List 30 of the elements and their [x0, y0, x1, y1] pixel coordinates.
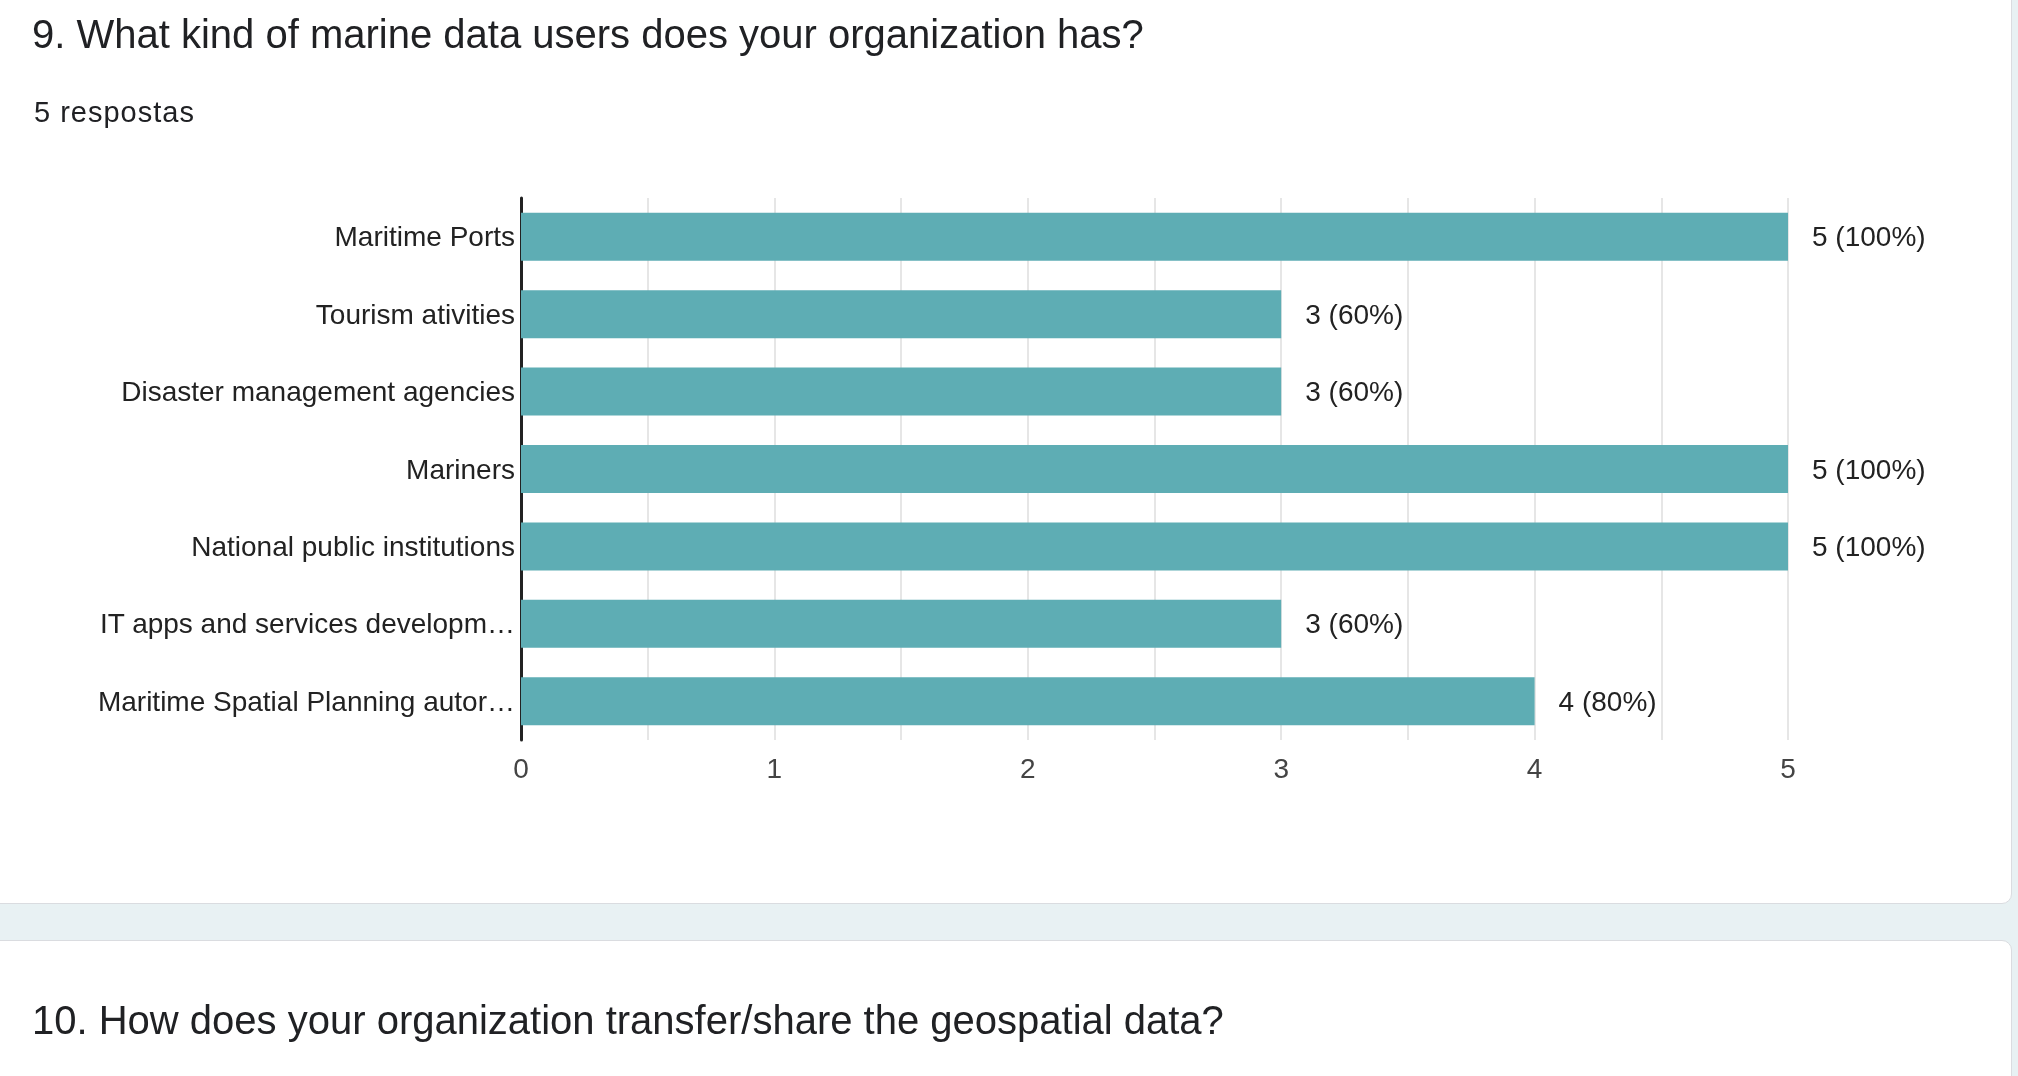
- text: 10. How does your organization transfer/share the geospatial data?: [32, 998, 1224, 1043]
- y-tick-label: Maritime Spatial Planning autor…: [97, 685, 515, 717]
- x-tick-label: 3: [1273, 752, 1289, 784]
- bar: [521, 367, 1282, 416]
- chart-title: 9. What kind of marine data users does your organization has?: [32, 12, 1144, 57]
- y-tick-label: Tourism ativities: [315, 298, 515, 330]
- data-label: 3 (60%): [1305, 376, 1404, 408]
- data-label: 5 (100%): [1812, 221, 1926, 253]
- x-tick-label: 2: [1020, 752, 1036, 784]
- data-label: 3 (60%): [1305, 608, 1404, 640]
- bar: [521, 445, 1788, 493]
- x-tick-label: 4: [1526, 752, 1543, 784]
- bar: [521, 599, 1282, 648]
- y-tick-label: Maritime Ports: [334, 221, 515, 253]
- bar: [521, 212, 1788, 261]
- x-tick-label: 0: [513, 752, 529, 784]
- bar: [521, 290, 1282, 339]
- y-tick-label: National public institutions: [191, 530, 515, 562]
- y-tick-label: Disaster management agencies: [121, 376, 515, 408]
- data-label: 5 (100%): [1812, 530, 1926, 562]
- data-label: 3 (60%): [1305, 298, 1404, 330]
- x-tick-label: 1: [766, 752, 783, 784]
- text: 5 respostas: [34, 96, 195, 129]
- data-label: 4 (80%): [1558, 685, 1657, 717]
- bar: [521, 677, 1535, 726]
- y-tick-label: IT apps and services developm…: [99, 608, 515, 640]
- data-label: 5 (100%): [1812, 453, 1926, 485]
- x-tick-label: 5: [1780, 752, 1796, 784]
- y-tick-label: Mariners: [406, 453, 515, 485]
- bar: [521, 522, 1788, 571]
